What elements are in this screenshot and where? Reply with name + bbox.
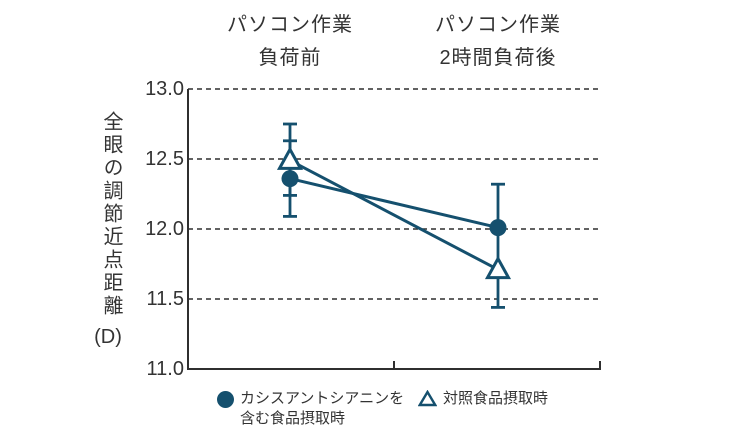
column-header-line: パソコン作業	[227, 14, 353, 36]
data-point-triangle	[276, 146, 304, 170]
column-header-line: 負荷前	[258, 47, 322, 69]
filled-circle-icon	[217, 391, 234, 408]
open-triangle-icon	[418, 390, 437, 407]
legend-item-control: 対照食品摂取時	[418, 384, 548, 409]
y-axis-label: 全眼の調節近点距離	[100, 111, 122, 318]
y-axis-unit-label: (D)	[94, 326, 122, 348]
column-header-after-load: パソコン作業 2時間負荷後	[386, 9, 610, 75]
data-point-circle	[489, 219, 507, 237]
legend-label: カシスアントシアニンを 含む食品摂取時	[240, 390, 405, 427]
y-tick-label: 13.0	[145, 78, 184, 100]
y-tick-label: 11.0	[146, 358, 184, 380]
column-header-line: 2時間負荷後	[439, 47, 557, 69]
legend-label: 対照食品摂取時	[443, 390, 549, 407]
column-header-before-load: パソコン作業 負荷前	[178, 9, 402, 75]
series-line	[289, 159, 499, 271]
axis	[187, 89, 601, 370]
y-tick-label: 11.5	[146, 288, 184, 310]
series-line	[289, 177, 499, 230]
legend-item-anthocyanin: カシスアントシアニンを 含む食品摂取時	[217, 384, 404, 429]
data-point-circle	[281, 170, 299, 188]
y-tick-label: 12.0	[145, 218, 184, 240]
column-header-line: パソコン作業	[435, 14, 561, 36]
y-tick-label: 12.5	[145, 148, 184, 170]
data-point-triangle	[484, 255, 512, 280]
